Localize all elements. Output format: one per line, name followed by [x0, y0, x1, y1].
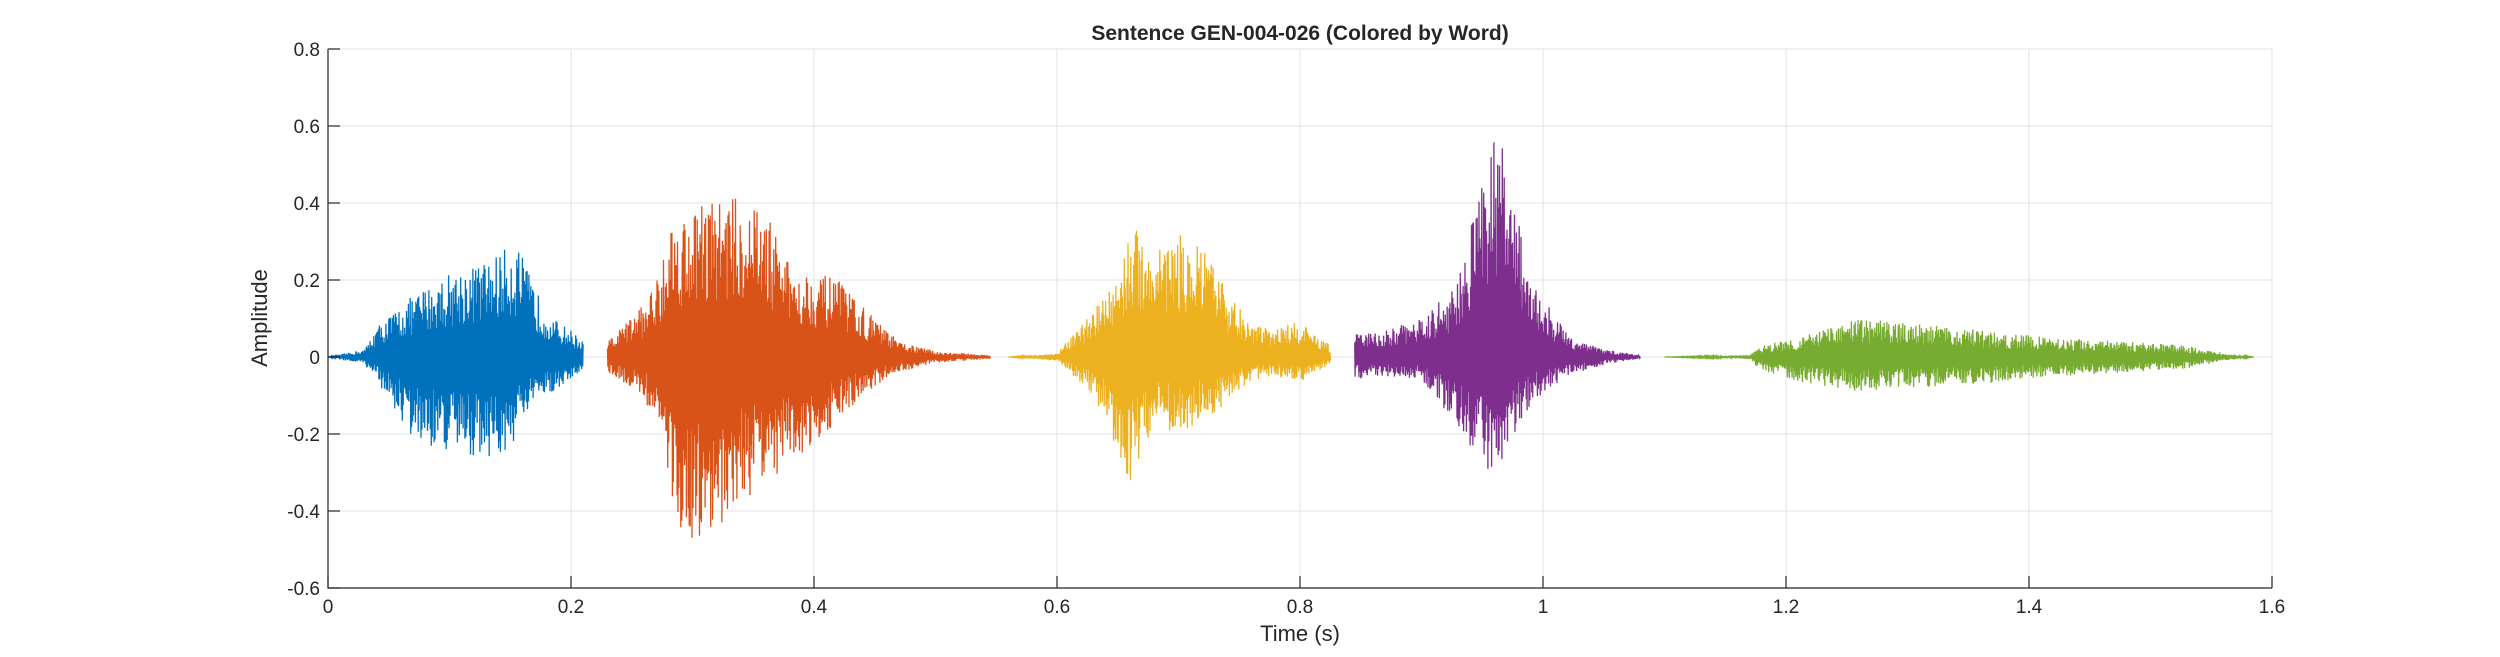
- series-layer: [327, 142, 2254, 538]
- x-tick-label: 1.6: [2259, 597, 2285, 618]
- x-tick-label: 1: [1538, 597, 1549, 618]
- y-tick-label: -0.4: [287, 502, 320, 523]
- y-tick-label: -0.6: [287, 579, 320, 600]
- y-tick-label: 0.2: [294, 271, 320, 292]
- x-axis-ticks: 0 0.2 0.4 0.6 0.8 1 1.2 1.4 1.6: [323, 576, 2285, 618]
- x-tick-label: 0.6: [1044, 597, 1070, 618]
- x-tick-label: 0: [323, 597, 334, 618]
- x-axis-label: Time (s): [1260, 621, 1340, 646]
- chart-title: Sentence GEN-004-026 (Colored by Word): [1091, 22, 1508, 45]
- y-tick-label: 0.6: [294, 117, 320, 138]
- y-tick-label: -0.2: [287, 425, 320, 446]
- waveform-series-2: [606, 198, 991, 538]
- x-tick-label: 1.4: [2016, 597, 2043, 618]
- waveform-series-1: [327, 249, 584, 457]
- waveform-series-5: [1664, 320, 2254, 391]
- x-tick-label: 1.2: [1773, 597, 1799, 618]
- y-axis-ticks: -0.6 -0.4 -0.2 0 0.2 0.4 0.6 0.8: [287, 40, 340, 600]
- y-tick-label: 0.4: [294, 194, 321, 215]
- y-tick-label: 0: [309, 348, 320, 369]
- y-axis-label: Amplitude: [247, 269, 272, 367]
- x-tick-label: 0.4: [801, 597, 828, 618]
- grid: [327, 48, 2273, 589]
- waveform-series-3: [1008, 230, 1332, 481]
- x-tick-label: 0.8: [1287, 597, 1313, 618]
- y-tick-label: 0.8: [294, 40, 320, 61]
- waveform-series-4: [1354, 142, 1641, 469]
- x-tick-label: 0.2: [558, 597, 584, 618]
